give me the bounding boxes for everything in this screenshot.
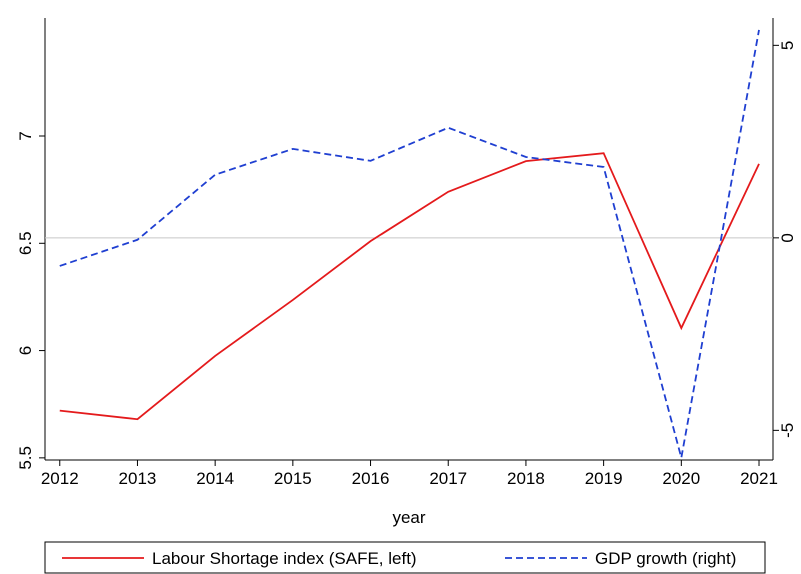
x-tick-label: 2015 xyxy=(274,469,312,488)
legend-box xyxy=(44,541,766,574)
series-line xyxy=(59,152,760,421)
series-line xyxy=(59,29,760,458)
x-tick-label: 2021 xyxy=(740,469,778,488)
legend-label: GDP growth (right) xyxy=(595,549,736,568)
y-tick-label: 6 xyxy=(16,346,35,355)
x-tick-label: 2012 xyxy=(41,469,79,488)
y-tick-label: 6.5 xyxy=(16,231,35,255)
y2-tick-label: 0 xyxy=(778,233,797,242)
y2-tick-label: 5 xyxy=(778,41,797,50)
x-tick-label: 2018 xyxy=(507,469,545,488)
x-tick-label: 2017 xyxy=(429,469,467,488)
legend-label: Labour Shortage index (SAFE, left) xyxy=(152,549,417,568)
x-tick-label: 2014 xyxy=(196,469,234,488)
x-tick-label: 2020 xyxy=(662,469,700,488)
x-axis-label: year xyxy=(392,508,425,527)
x-tick-label: 2019 xyxy=(585,469,623,488)
y-tick-label: 7 xyxy=(16,131,35,140)
y2-tick-label: -5 xyxy=(778,423,797,438)
x-tick-label: 2016 xyxy=(352,469,390,488)
y-tick-label: 5.5 xyxy=(16,446,35,470)
x-tick-label: 2013 xyxy=(119,469,157,488)
